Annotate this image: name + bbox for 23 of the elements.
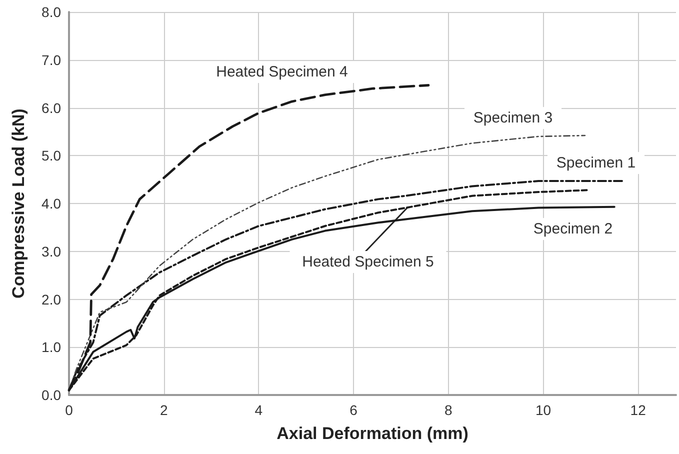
x-tick-label: 4 [254,402,263,418]
x-tick-label: 10 [535,402,552,418]
y-tick-label: 0.0 [42,387,62,403]
y-axis-title: Compressive Load (kN) [9,108,28,298]
x-tick-label: 8 [444,402,452,418]
x-tick-label: 0 [65,402,74,418]
x-tick-label: 6 [350,402,358,418]
y-tick-label: 1.0 [42,339,62,356]
y-tick-label: 4.0 [42,196,62,212]
series-label: Specimen 2 [533,220,613,238]
y-tick-label: 2.0 [42,291,62,308]
y-tick-label: 6.0 [42,100,62,116]
x-tick-label: 2 [160,402,168,418]
series-label: Specimen 3 [473,110,553,126]
x-axis-title: Axial Deformation (mm) [276,424,468,443]
y-tick-label: 3.0 [42,243,62,260]
y-tick-label: 7.0 [42,52,62,68]
y-tick-label: 8.0 [42,4,62,20]
series-label: Heated Specimen 4 [216,64,348,80]
series-label: Heated Specimen 5 [302,254,434,270]
x-tick-label: 12 [630,402,646,418]
y-tick-label: 5.0 [42,148,62,164]
series-label: Specimen 1 [556,154,636,172]
